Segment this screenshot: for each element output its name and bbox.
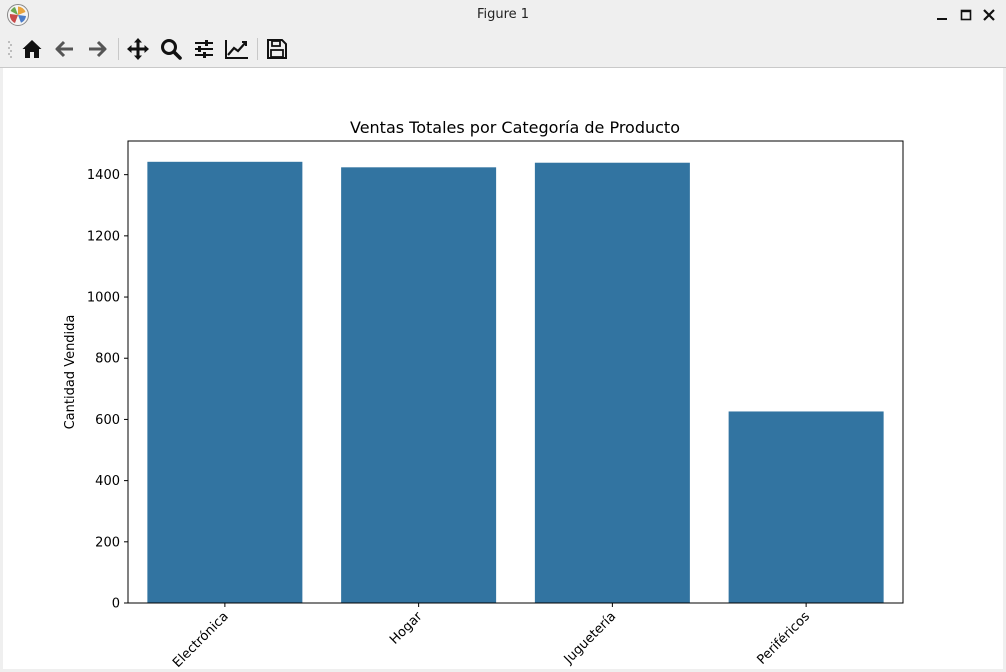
x-tick-label: Hogar <box>387 609 426 648</box>
navigation-toolbar <box>0 30 1006 68</box>
figure-canvas[interactable]: 0 200 400 600 800 1000 1200 1400 Electrónica Hoga… <box>3 68 1003 669</box>
line-chart-icon <box>225 40 248 59</box>
y-tick-label: 400 <box>95 474 120 489</box>
window-frame <box>1003 68 1006 672</box>
bar <box>534 162 690 603</box>
toolbar-grip-icon[interactable] <box>8 40 12 58</box>
save-button[interactable] <box>263 35 291 63</box>
window-frame <box>0 669 1006 672</box>
y-tick-label: 0 <box>112 597 120 612</box>
configure-subplots-button[interactable] <box>190 35 218 63</box>
floppy-disk-icon <box>267 39 287 59</box>
pan-button[interactable] <box>124 35 152 63</box>
window-frame <box>0 68 3 672</box>
arrow-right-icon <box>89 40 107 58</box>
bar <box>728 411 884 603</box>
edit-axes-button[interactable] <box>223 35 251 63</box>
toolbar-separator <box>257 38 258 60</box>
y-tick-label: 1400 <box>87 168 120 183</box>
home-button[interactable] <box>18 35 46 63</box>
axes-frame <box>127 140 904 604</box>
x-tick-label: Juguetería <box>561 609 619 667</box>
window-title: Figure 1 <box>476 7 530 22</box>
x-tick-label: Electrónica <box>170 609 232 669</box>
home-icon <box>22 40 42 58</box>
y-tick-label: 1000 <box>87 291 120 306</box>
sliders-icon <box>195 40 213 58</box>
bar <box>147 161 303 603</box>
move-icon <box>127 38 149 60</box>
x-tick-label: Periféricos <box>754 609 813 668</box>
y-tick-label: 800 <box>95 352 120 367</box>
close-icon[interactable] <box>979 5 999 25</box>
magnifier-icon <box>161 39 182 60</box>
window-titlebar: Figure 1 <box>0 0 1006 30</box>
y-tick-label: 1200 <box>87 229 120 244</box>
toolbar-separator <box>118 38 119 60</box>
back-button[interactable] <box>51 35 79 63</box>
forward-button[interactable] <box>83 35 111 63</box>
y-tick-label: 200 <box>95 535 120 550</box>
y-tick-label: 600 <box>95 413 120 428</box>
minimize-icon[interactable] <box>932 5 952 25</box>
y-axis-label: Cantidad Vendida <box>63 315 78 430</box>
zoom-button[interactable] <box>157 35 185 63</box>
plot-area: 0 200 400 600 800 1000 1200 1400 Electrónica Hoga… <box>87 140 904 669</box>
maximize-icon[interactable] <box>956 5 976 25</box>
app-icon <box>7 4 29 26</box>
chart-title: Ventas Totales por Categoría de Producto <box>350 118 680 137</box>
bar <box>341 167 497 603</box>
arrow-left-icon <box>55 40 73 58</box>
